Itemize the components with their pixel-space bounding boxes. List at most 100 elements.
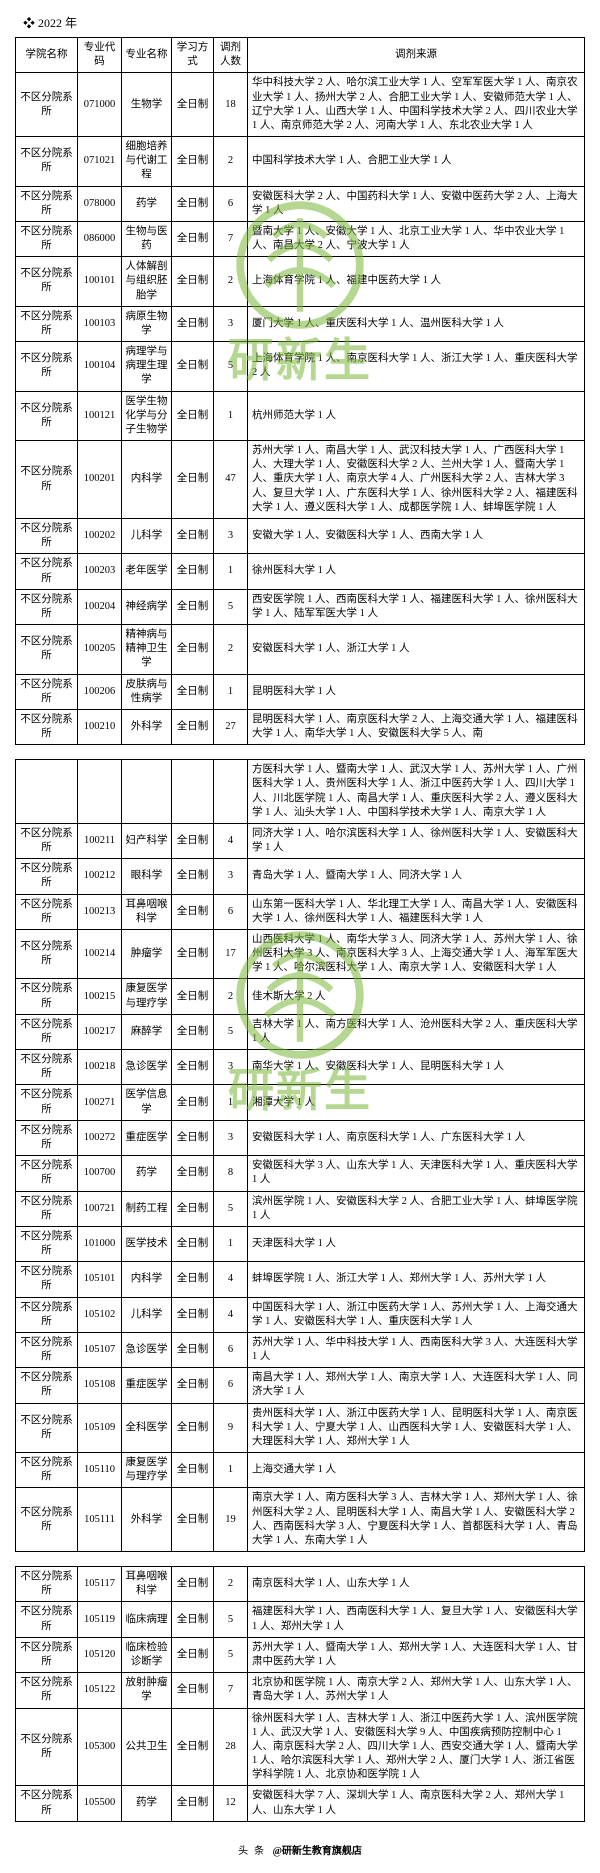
tables-container: 学院名称专业代码专业名称学习方式调剂人数调剂来源不区分院系所071000生物学全… [15,37,585,1822]
cell-mode: 全日制 [172,1708,214,1786]
cell-n: 3 [214,1050,248,1085]
cell-n: 27 [214,709,248,744]
cell-major: 妇产科学 [122,823,172,858]
cell-code: 105300 [78,1708,122,1786]
cell-n: 5 [214,1602,248,1637]
cell-dept: 不区分院系所 [16,221,78,256]
table-row: 不区分院系所086000生物与医药全日制7暨南大学 1 人、安徽大学 1 人、北… [16,221,585,256]
cell-src: 厦门大学 1 人、重庆医科大学 1 人、温州医科大学 1 人 [248,306,585,341]
table-row: 不区分院系所100210外科学全日制27昆明医科大学 1 人、南京医科大学 2 … [16,709,585,744]
cell-dept: 不区分院系所 [16,979,78,1014]
cell-n: 1 [214,1085,248,1120]
cell-code: 100202 [78,518,122,553]
cell-dept: 不区分院系所 [16,186,78,221]
cell-dept: 不区分院系所 [16,73,78,137]
cell-code: 105500 [78,1786,122,1821]
cell-dept: 不区分院系所 [16,1226,78,1261]
cell-n: 4 [214,1262,248,1297]
cell-n: 3 [214,306,248,341]
footer-label: 头条 [238,1846,270,1857]
cell-major: 麻醉学 [122,1014,172,1049]
cell-major: 公共卫生 [122,1708,172,1786]
cell-src: 南京大学 1 人、南方医科大学 3 人、吉林大学 1 人、郑州大学 1 人、徐州… [248,1488,585,1552]
cell-mode: 全日制 [172,221,214,256]
cell-n: 3 [214,859,248,894]
cell-src: 苏州大学 1 人、暨南大学 1 人、郑州大学 1 人、大连医科大学 1 人、甘肃… [248,1637,585,1672]
cell-major: 耳鼻咽喉科学 [122,894,172,929]
cell-src: 昆明医科大学 1 人、南京医科大学 2 人、上海交通大学 1 人、福建医科大学 … [248,709,585,744]
cell-src: 安徽大学 1 人、安徽医科大学 1 人、西南大学 1 人 [248,518,585,553]
cell-dept: 不区分院系所 [16,554,78,589]
cell-code: 071000 [78,73,122,137]
table-row: 不区分院系所100205精神病与精神卫生学全日制2安徽医科大学 1 人、浙江大学… [16,625,585,675]
cell-src: 青岛大学 1 人、暨南大学 1 人、同济大学 1 人 [248,859,585,894]
cell-major: 肿瘤学 [122,929,172,979]
cell-code: 100213 [78,894,122,929]
table-row: 不区分院系所100104病理学与病理生理学全日制5上海体育学院 1 人、南京医科… [16,342,585,392]
cell-code: 100210 [78,709,122,744]
cell-major: 生物与医药 [122,221,172,256]
cell-n: 5 [214,1191,248,1226]
cell-src: 北京协和医学院 1 人、南京大学 2 人、郑州大学 1 人、山东大学 1 人、青… [248,1673,585,1708]
table-row: 不区分院系所105109全科医学全日制9贵州医科大学 1 人、浙江中医药大学 1… [16,1403,585,1453]
table-row: 不区分院系所105111外科学全日制19南京大学 1 人、南方医科大学 3 人、… [16,1488,585,1552]
table-row: 不区分院系所105110康复医学与理疗学全日制1上海交通大学 1 人 [16,1453,585,1488]
cell-n: 2 [214,257,248,307]
data-table: 方医科大学 1 人、暨南大学 1 人、武汉大学 1 人、苏州大学 1 人、广州医… [15,759,585,1552]
cell-src: 安徽医科大学 2 人、中国药科大学 1 人、安徽中医药大学 2 人、上海大学 1… [248,186,585,221]
cell-src: 滨州医学院 1 人、安徽医科大学 2 人、合肥工业大学 1 人、蚌埠医学院 1 … [248,1191,585,1226]
table-row: 不区分院系所100206皮肤病与性病学全日制1昆明医科大学 1 人 [16,674,585,709]
cell-code: 100104 [78,342,122,392]
cell-mode: 全日制 [172,1014,214,1049]
cell-code: 105120 [78,1637,122,1672]
cell-mode: 全日制 [172,257,214,307]
cell-src: 西安医学院 1 人、西南医科大学 1 人、福建医科大学 1 人、徐州医科大学 1… [248,589,585,624]
cell-code: 100201 [78,441,122,519]
cell-dept: 不区分院系所 [16,137,78,187]
cell-dept: 不区分院系所 [16,625,78,675]
cell-mode: 全日制 [172,73,214,137]
cell-dept: 不区分院系所 [16,1014,78,1049]
cell-src: 方医科大学 1 人、暨南大学 1 人、武汉大学 1 人、苏州大学 1 人、广州医… [248,760,585,824]
cell-src: 中国医科大学 1 人、浙江中医药大学 1 人、苏州大学 1 人、上海交通大学 1… [248,1297,585,1332]
cell-major: 康复医学与理疗学 [122,979,172,1014]
cell-mode: 全日制 [172,342,214,392]
cell-mode: 全日制 [172,894,214,929]
cell-n: 5 [214,1637,248,1672]
cell-major: 内科学 [122,1262,172,1297]
table-row: 不区分院系所101000医学技术全日制1天津医科大学 1 人 [16,1226,585,1261]
cell-dept: 不区分院系所 [16,859,78,894]
cell-dept: 不区分院系所 [16,391,78,441]
cell-dept: 不区分院系所 [16,342,78,392]
cell-code: 100218 [78,1050,122,1085]
cell-major: 老年医学 [122,554,172,589]
table-row: 不区分院系所071000生物学全日制18华中科技大学 2 人、哈尔滨工业大学 1… [16,73,585,137]
cell-src: 昆明医科大学 1 人 [248,674,585,709]
cell-mode: 全日制 [172,1403,214,1453]
cell-n: 17 [214,929,248,979]
table-row: 不区分院系所105108重症医学全日制6南昌大学 1 人、郑州大学 1 人、南京… [16,1368,585,1403]
cell-mode: 全日制 [172,1120,214,1155]
cell-dept: 不区分院系所 [16,894,78,929]
cell-src: 华中科技大学 2 人、哈尔滨工业大学 1 人、空军军医大学 1 人、南京农业大学… [248,73,585,137]
cell-src: 佳木斯大学 2 人 [248,979,585,1014]
cell-src: 安徽医科大学 1 人、浙江大学 1 人 [248,625,585,675]
cell-major: 药学 [122,1786,172,1821]
cell-src: 福建医科大学 1 人、西南医科大学 1 人、复旦大学 1 人、安徽医科大学 1 … [248,1602,585,1637]
cell-src: 杭州师范大学 1 人 [248,391,585,441]
cell-major: 病理学与病理生理学 [122,342,172,392]
cell-src: 南华大学 1 人、安徽医科大学 1 人、昆明医科大学 1 人 [248,1050,585,1085]
cell-src: 山西医科大学 1 人、南华大学 3 人、同济大学 1 人、苏州大学 1 人、徐州… [248,929,585,979]
cell-code: 105108 [78,1368,122,1403]
cell-n: 5 [214,589,248,624]
cell-src: 贵州医科大学 1 人、浙江中医药大学 1 人、昆明医科大学 1 人、南京医科大学… [248,1403,585,1453]
cell-n: 47 [214,441,248,519]
cell-mode: 全日制 [172,625,214,675]
cell-mode: 全日制 [172,1637,214,1672]
cell-src: 同济大学 1 人、哈尔滨医科大学 1 人、徐州医科大学 1 人、安徽医科大学 1… [248,823,585,858]
table-row: 不区分院系所100218急诊医学全日制3南华大学 1 人、安徽医科大学 1 人、… [16,1050,585,1085]
cell-major: 精神病与精神卫生学 [122,625,172,675]
cell-n: 18 [214,73,248,137]
cell-dept: 不区分院系所 [16,1191,78,1226]
cell-n: 1 [214,391,248,441]
